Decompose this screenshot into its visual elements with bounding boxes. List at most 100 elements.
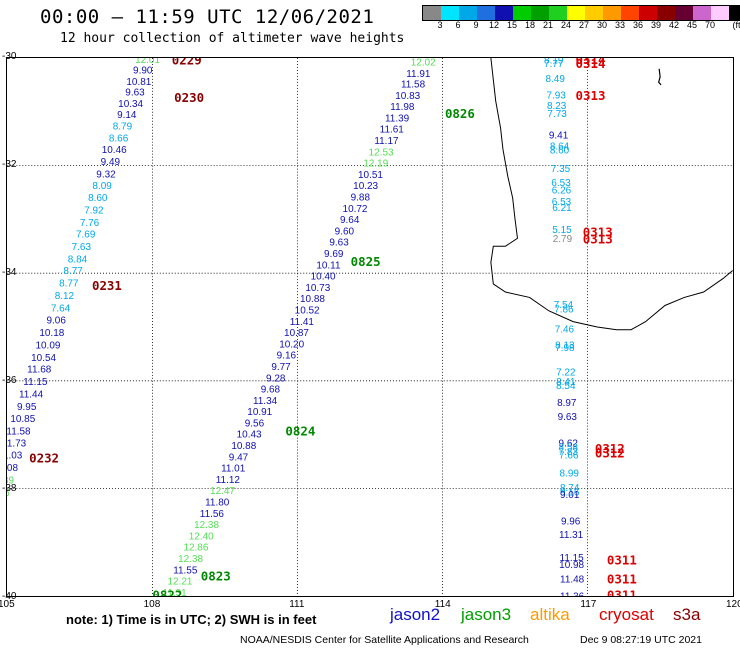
wave-height-value: 7.63 — [72, 242, 92, 253]
wave-height-value: 12.53 — [369, 147, 394, 158]
latitude-label: -36 — [2, 375, 17, 386]
wave-height-value: 12.01 — [135, 57, 160, 66]
coastline-path — [490, 58, 733, 331]
pass-time-label: 0824 — [285, 423, 315, 438]
wave-height-value: 10.88 — [300, 294, 325, 305]
wave-height-value: 9.01 — [560, 490, 580, 501]
wave-height-value: 9.69 — [324, 249, 344, 260]
wave-height-value: 10.87 — [284, 328, 309, 339]
wave-height-value: 12.21 — [168, 577, 193, 588]
map-title: 00:00 — 11:59 UTC 12/06/2021 — [40, 6, 375, 28]
wave-height-value: 8.49 — [546, 74, 566, 85]
wave-height-value: 11.98 — [390, 102, 415, 113]
pass-time-label: 0822 — [152, 588, 182, 598]
wave-height-value: 9.63 — [329, 238, 349, 249]
wave-height-value: 11.36 — [560, 592, 585, 597]
wave-height-value: 11.01 — [221, 464, 246, 475]
wave-height-value: 11.34 — [253, 396, 278, 407]
wave-height-value: 11.58 — [6, 427, 31, 438]
agency-footer: NOAA/NESDIS Center for Satellite Applica… — [240, 634, 529, 646]
wave-height-value: 8.74 — [560, 483, 580, 494]
wave-height-value: 8.54 — [556, 381, 576, 392]
color-swatch — [603, 6, 621, 20]
wave-height-value: 7.35 — [551, 164, 571, 175]
wave-height-value: 14.05 — [6, 488, 10, 499]
wave-height-value: 10.83 — [395, 91, 420, 102]
graticule-grid — [7, 58, 733, 596]
wave-height-value: 11.17 — [374, 136, 399, 147]
wave-height-value: 8.97 — [557, 398, 577, 409]
longitude-label: 117 — [580, 599, 597, 610]
wave-height-value: 11.73 — [6, 438, 27, 449]
wave-height-value: 12.38 — [178, 554, 203, 565]
wave-height-value: 7.54 — [554, 300, 574, 311]
wave-height-value: 6.21 — [552, 203, 572, 214]
wave-height-value: 9.47 — [229, 452, 249, 463]
wave-height-value: 7.76 — [80, 218, 100, 229]
wave-height-value: 8.19 — [544, 57, 564, 66]
latitude-label: -30 — [2, 51, 17, 62]
wave-height-value: 12.89 — [6, 475, 14, 486]
wave-height-value: 9.64 — [340, 215, 360, 226]
pass-time-label: 0311 — [607, 571, 637, 586]
wave-height-value: 7.22 — [556, 367, 576, 378]
wave-height-value: 9.28 — [266, 373, 286, 384]
wave-height-value: 9.41 — [549, 131, 569, 142]
australia-coastline — [490, 58, 733, 331]
pass-time-label: 0314 — [576, 57, 606, 71]
latitude-label: -38 — [2, 483, 17, 494]
color-scale-tick: 15 — [506, 20, 518, 30]
wave-height-value: 9.16 — [560, 487, 580, 498]
wave-height-value: 8.13 — [555, 340, 575, 351]
longitude-label: 120 — [726, 599, 740, 610]
wave-height-labels: 12.019.9010.819.6310.349.148.798.6610.46… — [6, 57, 585, 597]
wave-height-value: 10.81 — [126, 77, 151, 88]
wave-height-value: 10.20 — [279, 339, 304, 350]
wave-height-value: 12.38 — [194, 520, 219, 531]
wave-height-value: 2.79 — [553, 234, 573, 245]
wave-height-value: 12.86 — [183, 543, 208, 554]
wave-height-value: 9.90 — [133, 66, 153, 77]
wave-height-value: 10.91 — [247, 407, 272, 418]
wave-height-value: 6.53 — [552, 197, 572, 208]
pass-time-label: 0229 — [172, 57, 202, 68]
wave-height-value: 9.60 — [335, 226, 355, 237]
color-scale-tick: 9 — [473, 20, 479, 30]
wave-height-value: 8.12 — [55, 291, 75, 302]
color-scale-tick: 18 — [524, 20, 536, 30]
legend-jason3: jason3 — [461, 605, 512, 624]
legend-jason2: jason2 — [390, 605, 441, 624]
pass-time-label: 0313 — [576, 88, 606, 103]
pass-time-label: 0823 — [201, 569, 231, 584]
wave-height-value: 9.62 — [559, 438, 579, 449]
pass-time-label: 0312 — [595, 441, 625, 456]
pass-time-label: 0311 — [607, 588, 637, 598]
color-swatch — [729, 6, 740, 20]
wave-height-value: 8.58 — [559, 443, 579, 454]
wave-height-value: 8.60 — [550, 146, 570, 157]
wave-height-value: 9.95 — [17, 402, 37, 413]
color-scale-bar — [422, 5, 740, 21]
color-swatch — [513, 6, 531, 20]
latitude-label: -32 — [2, 159, 17, 170]
wave-height-value: 11.48 — [560, 574, 585, 585]
wave-height-value: 11.31 — [559, 530, 584, 541]
wave-height-value: 9.68 — [261, 385, 281, 396]
wave-height-value: 9.32 — [96, 169, 116, 180]
wave-height-value: 6.26 — [552, 186, 572, 197]
longitude-label: 105 — [0, 599, 15, 610]
wave-height-value: 9.49 — [101, 157, 121, 168]
wave-height-value: 11.68 — [27, 365, 52, 376]
color-swatch — [495, 6, 513, 20]
legend-cryosat: cryosat — [599, 605, 654, 624]
color-swatch — [639, 6, 657, 20]
wave-height-value: 9.16 — [277, 351, 297, 362]
wave-height-value: 7.73 — [547, 109, 567, 120]
color-scale-tick: 6 — [455, 20, 461, 30]
wave-height-value: 8.77 — [59, 279, 79, 290]
wave-height-value: 9.56 — [245, 418, 265, 429]
color-scale-tick: 45 — [686, 20, 698, 30]
wave-height-value: 12.40 — [189, 531, 214, 542]
wave-height-value: 10.85 — [10, 414, 35, 425]
